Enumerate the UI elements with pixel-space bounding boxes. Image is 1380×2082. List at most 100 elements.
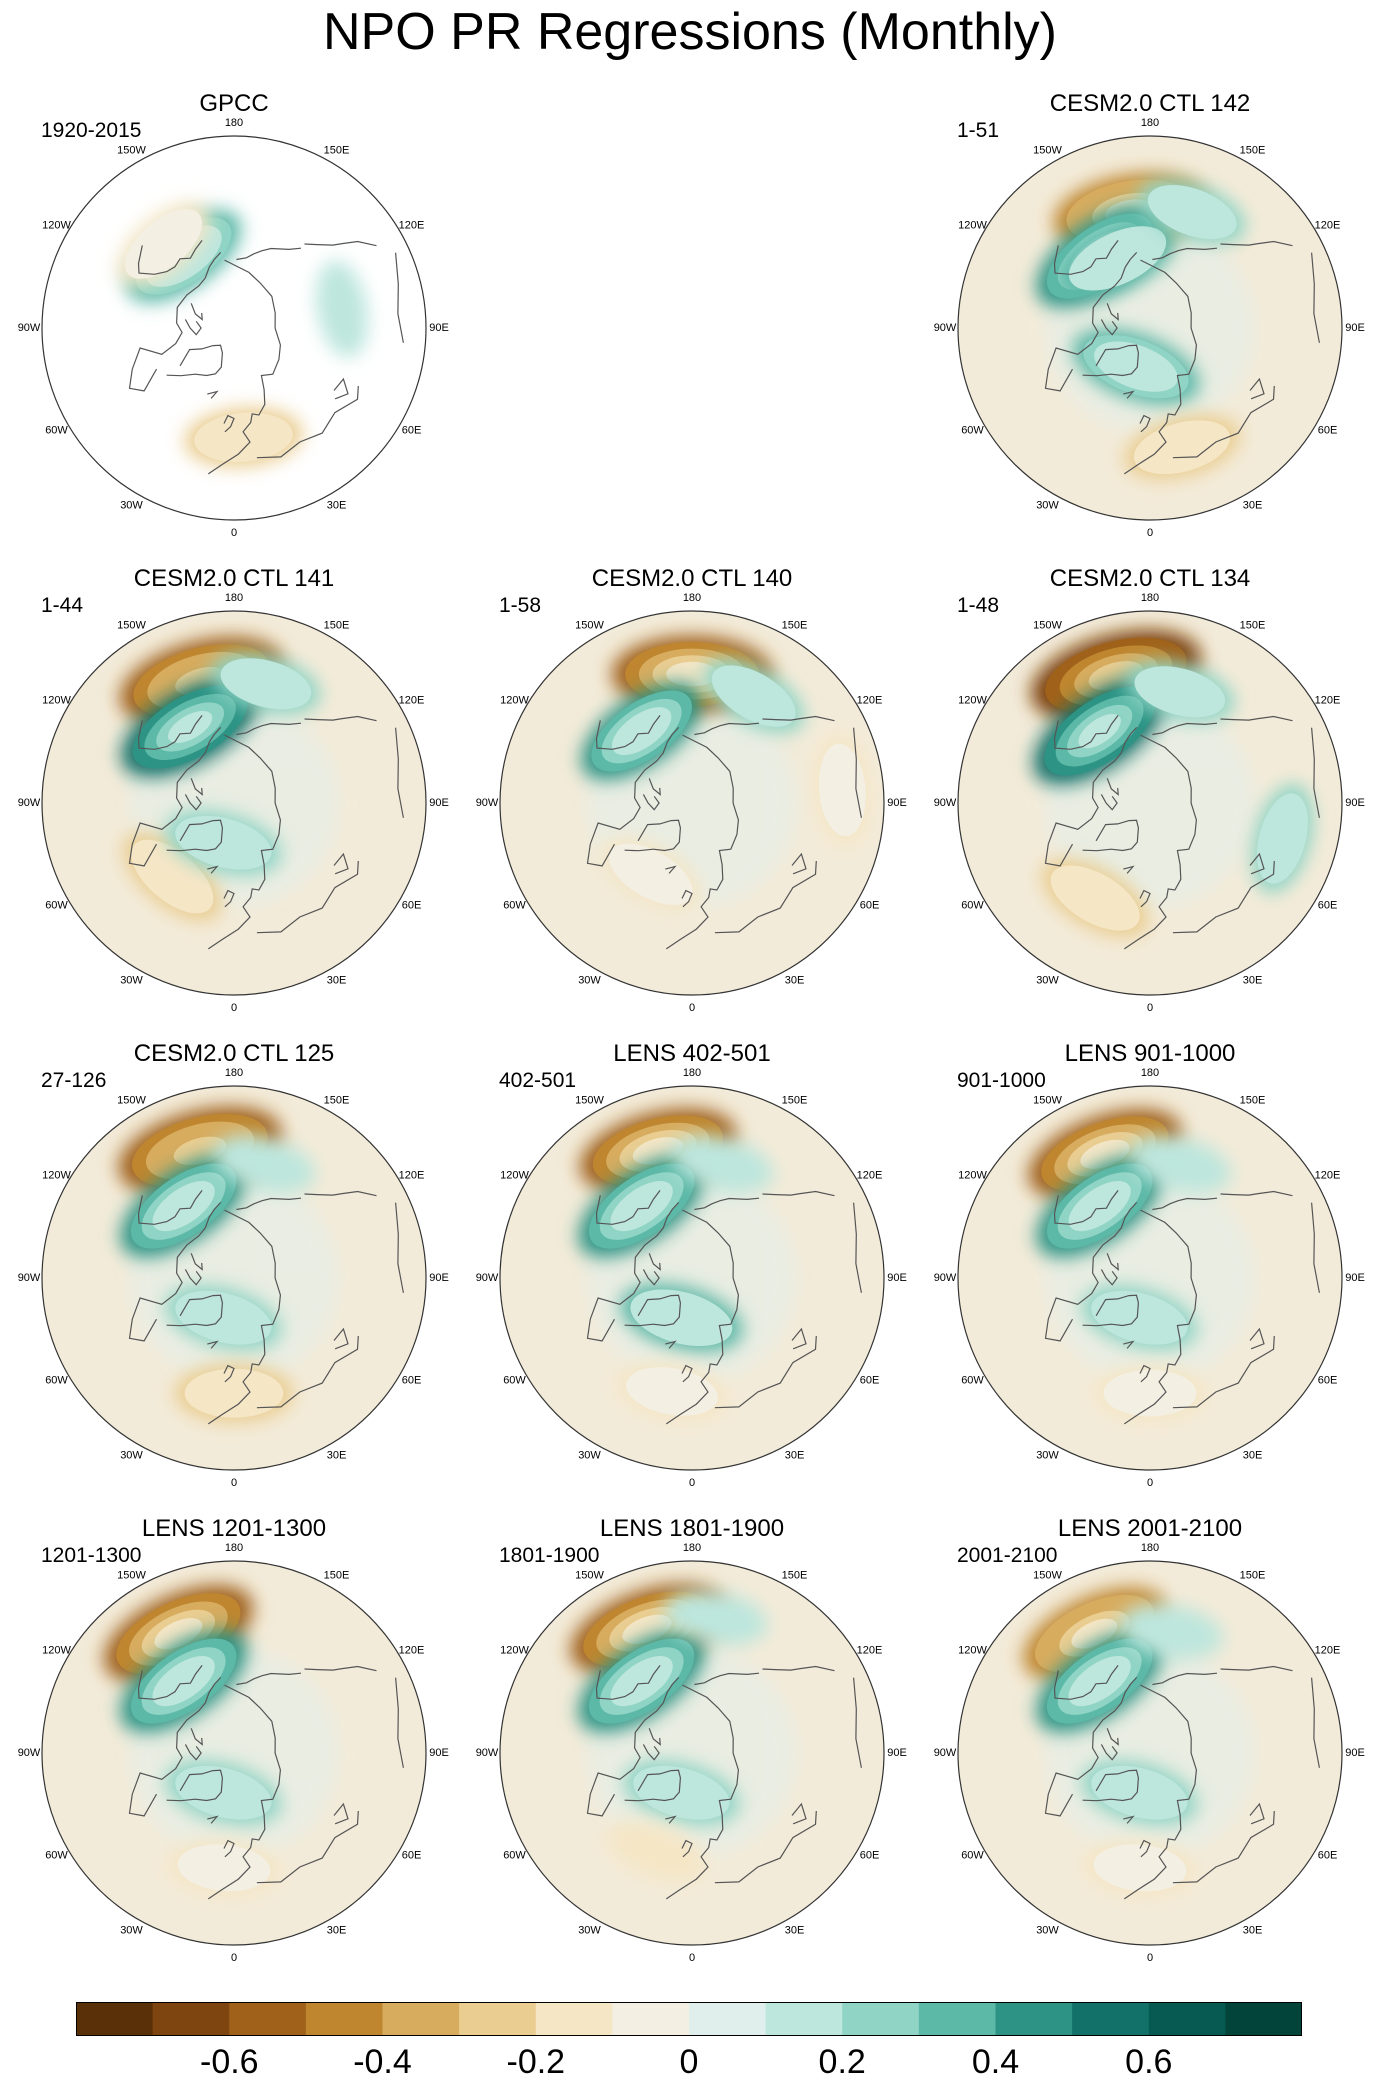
- panel-period: 1-48: [957, 594, 1000, 617]
- coastline: [395, 727, 404, 818]
- longitude-label: 0: [231, 1952, 237, 1964]
- polar-map: 180 150E 120E 90E 60E 30E 0 30W 60W 90W 120W 150W: [934, 592, 1365, 1014]
- longitude-label: 180: [225, 1067, 243, 1079]
- longitude-label: 90E: [1345, 1747, 1365, 1759]
- longitude-label: 150E: [782, 1569, 808, 1581]
- coastline: [190, 1253, 203, 1271]
- map-field: [958, 136, 1342, 520]
- panel-title: CESM2.0 CTL 125: [133, 1040, 335, 1067]
- map-panel: 180 150E 120E 90E 60E 30E 0 30W 60W 90W 120W 150W LE…: [4, 1515, 464, 1985]
- polar-map: 180 150E 120E 90E 60E 30E 0 30W 60W 90W 120W 150W: [934, 1542, 1365, 1964]
- coastline: [207, 734, 282, 950]
- coastline: [1123, 390, 1135, 399]
- longitude-label: 0: [1147, 1477, 1153, 1489]
- coastline: [256, 860, 359, 934]
- longitude-label: 150W: [1033, 1569, 1062, 1581]
- longitude-label: 120E: [1315, 219, 1341, 231]
- coastline: [681, 889, 693, 908]
- map-field: [500, 611, 884, 995]
- longitude-label: 120W: [958, 1169, 987, 1181]
- panel-period: 27-126: [41, 1069, 107, 1092]
- longitude-label: 60E: [402, 424, 422, 436]
- panel-period: 901-1000: [957, 1069, 1046, 1092]
- map-panel: 180 150E 120E 90E 60E 30E 0 30W 60W 90W 120W 150W CE…: [4, 565, 464, 1035]
- longitude-label: 120E: [399, 1169, 425, 1181]
- coastline: [1220, 1665, 1293, 1672]
- longitude-label: 150E: [324, 1569, 350, 1581]
- dry-anomaly: [116, 202, 210, 286]
- longitude-label: 60E: [402, 899, 422, 911]
- longitude-label: 150W: [575, 619, 604, 631]
- map-panel: 180 150E 120E 90E 60E 30E 0 30W 60W 90W 120W 150W GP…: [4, 90, 464, 560]
- coastline: [1220, 715, 1293, 722]
- dry-anomaly: [1041, 858, 1149, 938]
- longitude-label: 60E: [402, 1374, 422, 1386]
- longitude-label: 150W: [117, 1094, 146, 1106]
- longitude-label: 30E: [1243, 974, 1263, 986]
- coastline: [1249, 377, 1265, 400]
- coastline: [207, 390, 219, 399]
- coastline: [207, 1815, 219, 1824]
- longitude-label: 120W: [500, 694, 529, 706]
- map-field: [500, 1561, 884, 1945]
- coastline: [1139, 889, 1151, 908]
- coastline: [395, 1202, 404, 1293]
- longitude-label: 60E: [860, 899, 880, 911]
- coastline: [236, 722, 302, 736]
- coastline: [1152, 1197, 1218, 1211]
- longitude-label: 150W: [117, 619, 146, 631]
- longitude-label: 90E: [1345, 1272, 1365, 1284]
- coastline: [762, 715, 835, 722]
- wet-anomaly: [315, 260, 369, 358]
- longitude-label: 120W: [500, 1644, 529, 1656]
- panel-title: GPCC: [199, 90, 269, 117]
- longitude-label: 180: [683, 1542, 701, 1554]
- coastline: [1044, 726, 1138, 867]
- longitude-label: 60E: [1318, 1374, 1338, 1386]
- panel-title: LENS 2001-2100: [1057, 1515, 1243, 1542]
- longitude-label: 90W: [476, 797, 499, 809]
- coastline: [1139, 1364, 1151, 1383]
- coastline: [1100, 794, 1118, 811]
- longitude-label: 90E: [887, 1272, 907, 1284]
- longitude-label: 120W: [42, 219, 71, 231]
- coastline: [1152, 247, 1218, 261]
- colorbar-tick-label: 0.6: [1125, 2043, 1173, 2081]
- dry-anomaly: [606, 1820, 707, 1882]
- longitude-label: 0: [1147, 1002, 1153, 1014]
- longitude-label: 30W: [120, 1449, 143, 1461]
- longitude-label: 150E: [324, 1094, 350, 1106]
- longitude-label: 150E: [1240, 1569, 1266, 1581]
- longitude-label: 90E: [429, 322, 449, 334]
- colorbar-tick-label: -0.6: [200, 2043, 259, 2081]
- longitude-label: 30E: [785, 1449, 805, 1461]
- coastline: [642, 1744, 660, 1761]
- colorbar-swatch: [1072, 2002, 1150, 2036]
- wet-anomaly: [1058, 219, 1177, 298]
- longitude-label: 30E: [1243, 1924, 1263, 1936]
- longitude-label: 0: [689, 1952, 695, 1964]
- polar-map: 180 150E 120E 90E 60E 30E 0 30W 60W 90W 120W 150W: [476, 592, 907, 1014]
- coastline: [1123, 1684, 1198, 1900]
- colorbar-tick-label: 0: [679, 2043, 699, 2081]
- longitude-label: 180: [1141, 1067, 1159, 1079]
- panel-period: 1920-2015: [41, 119, 142, 142]
- coastline: [184, 319, 202, 336]
- coastline: [1172, 385, 1275, 459]
- longitude-label: 120W: [42, 694, 71, 706]
- coastline: [648, 1253, 661, 1271]
- map-border: [499, 1085, 885, 1471]
- coastline: [128, 251, 222, 392]
- coastline: [184, 1744, 202, 1761]
- longitude-label: 120W: [42, 1169, 71, 1181]
- longitude-label: 120E: [399, 219, 425, 231]
- panel-title: CESM2.0 CTL 140: [591, 565, 793, 592]
- longitude-label: 150E: [782, 1094, 808, 1106]
- longitude-label: 150E: [324, 144, 350, 156]
- coastline: [1044, 251, 1138, 392]
- longitude-label: 180: [683, 1067, 701, 1079]
- coastline: [1053, 715, 1119, 750]
- wet-anomaly: [1033, 677, 1167, 785]
- map-border: [41, 1085, 427, 1471]
- coastline: [595, 1665, 661, 1700]
